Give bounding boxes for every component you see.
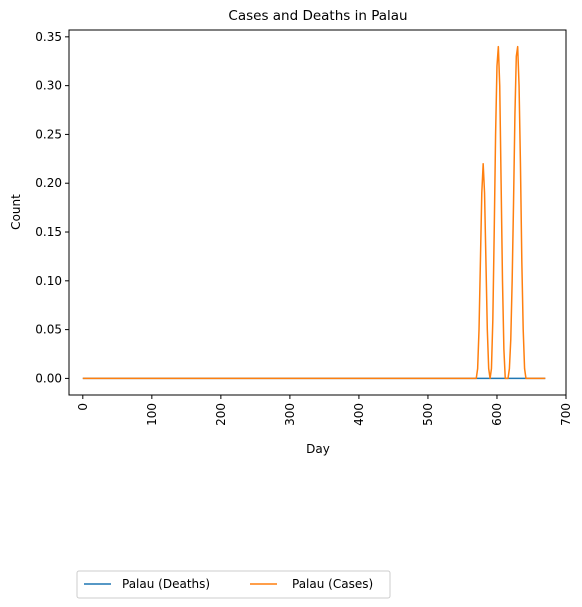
x-tick-label: 400 bbox=[352, 403, 366, 426]
x-tick-label: 100 bbox=[145, 403, 159, 426]
x-tick-label: 300 bbox=[283, 403, 297, 426]
legend-label-cases: Palau (Cases) bbox=[292, 577, 373, 591]
y-tick-label: 0.10 bbox=[35, 274, 62, 288]
x-tick-label: 700 bbox=[559, 403, 573, 426]
plot-area: 0 100 200 300 400 500 600 700 0.000.050.100.150… bbox=[35, 29, 573, 426]
y-axis-label: Count bbox=[9, 194, 23, 230]
legend: Palau (Deaths) Palau (Cases) bbox=[76, 570, 391, 599]
series-cases-line bbox=[82, 45, 546, 380]
y-tick-label: 0.00 bbox=[35, 371, 62, 385]
legend-frame bbox=[76, 570, 391, 599]
x-tick-label: 200 bbox=[214, 403, 228, 426]
x-tick-label: 500 bbox=[421, 403, 435, 426]
x-axis: 0 100 200 300 400 500 600 700 bbox=[76, 395, 573, 426]
legend-label-deaths: Palau (Deaths) bbox=[122, 577, 210, 591]
x-tick-label: 0 bbox=[76, 403, 90, 411]
x-tick-label: 600 bbox=[490, 403, 504, 426]
y-tick-label: 0.25 bbox=[35, 127, 62, 141]
y-tick-label: 0.20 bbox=[35, 176, 62, 190]
series-lines bbox=[82, 45, 546, 380]
x-axis-label: Day bbox=[306, 442, 330, 456]
y-tick-label: 0.35 bbox=[35, 30, 62, 44]
chart-title: Cases and Deaths in Palau bbox=[228, 8, 407, 24]
y-axis: 0.00 0.05 0.10 0.15 0.20 0.25 0.30 0.35 bbox=[35, 30, 69, 385]
y-tick-label: 0.05 bbox=[35, 323, 62, 337]
y-tick-label: 0.15 bbox=[35, 225, 62, 239]
plot-frame bbox=[68, 29, 567, 396]
y-tick-label: 0.30 bbox=[35, 79, 62, 93]
